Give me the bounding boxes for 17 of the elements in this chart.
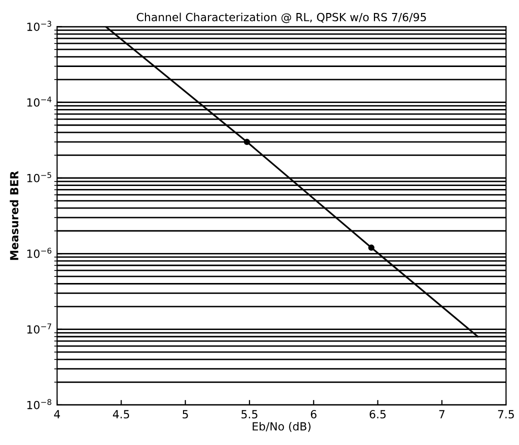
x-tick-label: 7.5 — [498, 410, 514, 418]
x-tick-label: 4.5 — [112, 410, 130, 418]
x-tick-label: 5 — [182, 410, 188, 418]
y-tick-label: 10$^{−6}$ — [27, 248, 52, 258]
x-tick-label: 5.5 — [242, 410, 258, 418]
x-tick-label: 7 — [439, 410, 444, 418]
y-tick-label: 10$^{−5}$ — [27, 172, 52, 182]
x-tick-label: 4 — [54, 410, 60, 418]
y-tick-label: 10$^{−3}$ — [27, 20, 52, 31]
y-tick-label: 10$^{−4}$ — [27, 96, 52, 107]
chart-title: Channel Characterization @ RL, QPSK w/o RS 7/6/95 — [136, 12, 426, 24]
y-tick-label: 10$^{−8}$ — [27, 399, 52, 410]
x-tick-label: 6 — [310, 410, 316, 418]
y-tick-label: 10$^{−7}$ — [27, 324, 52, 334]
x-axis-title: Eb/No (dB) — [252, 422, 311, 432]
y-axis-title: Measured BER — [10, 171, 18, 260]
x-tick-label: 6.5 — [370, 410, 386, 418]
